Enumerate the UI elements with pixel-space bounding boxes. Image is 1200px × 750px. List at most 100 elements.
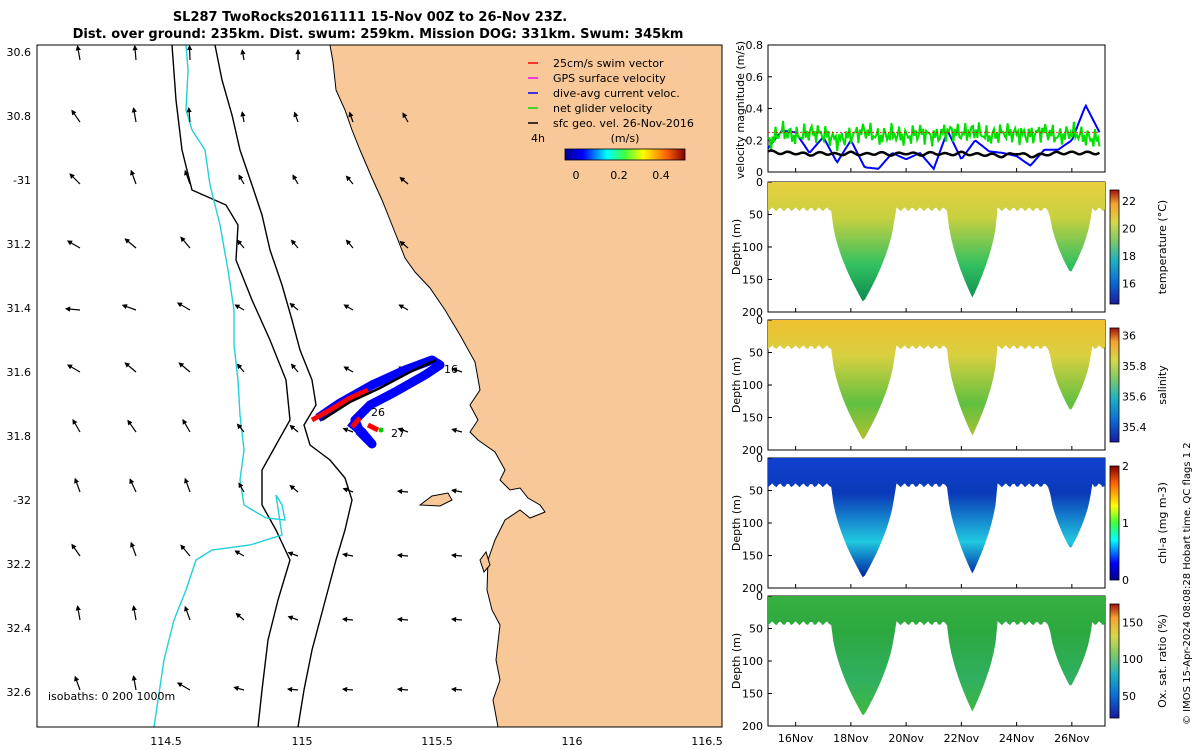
- velocity-arrow: [236, 239, 245, 249]
- velocity-arrow: [124, 362, 137, 373]
- map-frame: [36, 44, 723, 728]
- velocity-arrow: [343, 366, 354, 373]
- depth-tick: 150: [742, 688, 763, 701]
- lat-tick: -32: [13, 494, 31, 507]
- velocity-arrow: [396, 488, 409, 495]
- depth-tick: 100: [742, 241, 763, 254]
- time-tick-label: 22Nov: [944, 732, 980, 745]
- time-tick-label: 20Nov: [888, 732, 924, 745]
- velocity-arrow: [402, 112, 409, 123]
- profile-colorbar: [1109, 603, 1120, 719]
- depth-tick: 0: [756, 176, 763, 189]
- velocity-ytick: 0.4: [746, 103, 764, 116]
- map-colorbar-tick: 0: [573, 169, 580, 182]
- velocity-arrow: [187, 45, 193, 61]
- time-tick-label: 18Nov: [833, 732, 869, 745]
- depth-tick: 100: [742, 655, 763, 668]
- velocity-series-line: [767, 149, 1101, 159]
- velocity-arrow: [131, 605, 137, 621]
- map-lon-ticks: 114.5 115 115.5 116 116.5: [150, 735, 723, 748]
- isobath-1000m: [171, 45, 291, 727]
- colorbar-tick: 150: [1122, 616, 1143, 629]
- lon-tick: 115: [292, 735, 313, 748]
- lat-tick: 32.2: [7, 558, 32, 571]
- time-tick-label: 26Nov: [1054, 732, 1090, 745]
- colorbar-tick: 100: [1122, 653, 1143, 666]
- legend-item: net glider velocity: [528, 102, 653, 115]
- velocity-arrow: [293, 111, 299, 123]
- velocity-arrow: [341, 686, 354, 693]
- depth-tick: 50: [749, 209, 763, 222]
- velocity-arrow: [287, 551, 299, 557]
- velocity-arrow: [341, 616, 354, 623]
- track-label-26: 26: [371, 406, 385, 419]
- velocity-arrow: [184, 605, 191, 621]
- velocity-arrow: [399, 176, 409, 185]
- velocity-arrow: [71, 109, 81, 123]
- legend-item: GPS surface velocity: [528, 72, 666, 85]
- velocity-arrow: [450, 552, 463, 559]
- colorbar-tick: 22: [1122, 195, 1136, 208]
- legend-item: sfc geo. vel. 26-Nov-2016: [528, 117, 694, 130]
- map-panel: 16 26 27 30.6 30.8 -31 31.2 31.4 31.6 31…: [7, 44, 723, 748]
- dive-avg-current-track: [315, 355, 445, 449]
- velocity-arrow: [295, 48, 301, 60]
- velocity-arrow: [238, 482, 245, 493]
- velocity-arrow: [69, 173, 81, 185]
- velocity-arrow: [396, 552, 409, 559]
- velocity-arrow: [184, 169, 191, 185]
- colorbar-tick: 50: [1122, 690, 1136, 703]
- velocity-arrow: [64, 306, 81, 312]
- colorbar-tick: 35.4: [1122, 421, 1147, 434]
- velocity-arrow: [131, 675, 137, 691]
- track-label-16: 16: [444, 363, 458, 376]
- track-label-27: 27: [391, 427, 405, 440]
- legend-label: GPS surface velocity: [553, 72, 666, 85]
- lon-tick: 116: [562, 735, 583, 748]
- map-legend: 25cm/s swim vector GPS surface velocity …: [528, 57, 694, 182]
- velocity-arrow: [451, 367, 463, 373]
- velocity-arrow: [450, 686, 463, 693]
- time-axis: 16Nov 18Nov 20Nov 22Nov 24Nov 26Nov: [778, 732, 1090, 745]
- swim-vector-track: [310, 387, 380, 433]
- legend-item: dive-avg current veloc.: [528, 87, 680, 100]
- profile-section: [768, 458, 1105, 578]
- map-colorbar-tick: 0.4: [652, 169, 670, 182]
- lat-tick: 31.8: [7, 430, 32, 443]
- velocity-arrow: [234, 550, 245, 557]
- velocity-arrow: [287, 615, 299, 621]
- depth-tick: 200: [742, 582, 763, 595]
- velocity-arrow: [290, 363, 299, 373]
- isobath-200m: [214, 45, 353, 727]
- legend-label: dive-avg current veloc.: [553, 87, 680, 100]
- velocity-arrow: [289, 302, 299, 311]
- profile-colorbar: [1109, 189, 1120, 305]
- velocity-arrow: [124, 238, 137, 249]
- velocity-arrow: [72, 418, 81, 433]
- velocity-arrow: [176, 302, 191, 311]
- velocity-arrow: [66, 364, 81, 373]
- profile-panel: 0 50 100 150 200 Depth (m) 22 20 18 16 temperature…: [730, 176, 1169, 319]
- velocity-arrow: [240, 49, 246, 61]
- lat-tick: 30.6: [7, 46, 32, 59]
- profile-section: [768, 596, 1105, 716]
- lat-tick: -31: [13, 174, 31, 187]
- glider-track: [310, 355, 445, 449]
- map-colorbar-tick: 0.2: [610, 169, 628, 182]
- legend-item: 25cm/s swim vector: [528, 57, 664, 70]
- velocity-arrow: [132, 45, 138, 61]
- legend-label: 25cm/s swim vector: [553, 57, 664, 70]
- velocity-arrow: [345, 175, 354, 185]
- colorbar-tick: 2: [1122, 460, 1129, 473]
- velocity-arrow: [74, 477, 81, 493]
- footer-credit: © IMOS 15-Apr-2024 08:08:28 Hobart time.…: [1182, 442, 1193, 725]
- depth-tick: 50: [749, 485, 763, 498]
- colorbar-label: chl-a (mg m-3): [1156, 482, 1169, 564]
- velocity-arrow: [236, 423, 245, 433]
- lat-tick: 32.4: [7, 622, 32, 635]
- profile-colorbar: [1109, 327, 1120, 443]
- velocity-arrow: [186, 106, 192, 123]
- depth-tick: 0: [756, 314, 763, 327]
